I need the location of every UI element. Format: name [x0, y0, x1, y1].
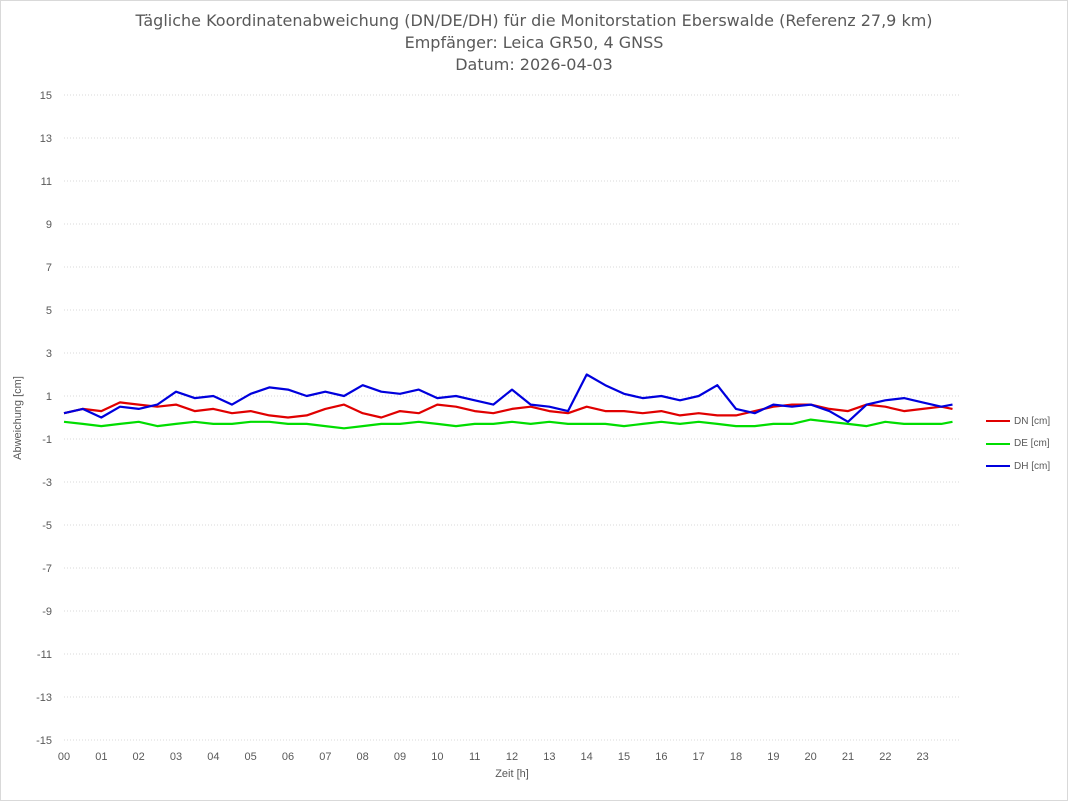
series-line-de: [63, 418, 953, 430]
y-tick-label: 9: [46, 219, 52, 231]
series-line-dh: [63, 373, 953, 423]
x-tick-label: 22: [879, 751, 891, 763]
legend-item: DH [cm]: [986, 455, 1050, 478]
x-tick-label: 07: [319, 751, 331, 763]
x-tick-label: 19: [767, 751, 779, 763]
legend-swatch: [986, 420, 1010, 423]
y-axis-label: Abweichung [cm]: [12, 376, 24, 460]
x-tick-label: 04: [207, 751, 219, 763]
x-tick-label: 06: [282, 751, 294, 763]
legend-swatch: [986, 465, 1010, 468]
x-tick-label: 03: [170, 751, 182, 763]
y-tick-label: -13: [36, 692, 52, 704]
x-tick-label: 14: [581, 751, 593, 763]
y-tick-label: -15: [36, 735, 52, 747]
y-tick-label: 5: [46, 305, 52, 317]
y-tick-label: -11: [37, 649, 52, 661]
title-line-1: Tägliche Koordinatenabweichung (DN/DE/DH…: [135, 11, 933, 30]
y-tick-label: -1: [42, 434, 52, 446]
x-tick-label: 09: [394, 751, 406, 763]
y-tick-label: -9: [42, 606, 52, 618]
legend-swatch: [986, 442, 1010, 445]
legend-label: DE [cm]: [1014, 438, 1050, 450]
legend: DN [cm] DE [cm] DH [cm]: [986, 410, 1050, 478]
y-tick-label: 15: [40, 90, 52, 102]
x-tick-label: 13: [543, 751, 555, 763]
x-tick-label: 02: [133, 751, 145, 763]
legend-label: DN [cm]: [1014, 415, 1051, 427]
x-tick-label: 12: [506, 751, 518, 763]
legend-item: DN [cm]: [986, 410, 1050, 433]
y-tick-label: -5: [42, 520, 52, 532]
y-tick-label: 1: [46, 391, 52, 403]
series-line-dn: [63, 401, 953, 419]
y-tick-label: 3: [46, 348, 52, 360]
x-tick-label: 08: [357, 751, 369, 763]
y-tick-label: 13: [40, 133, 52, 145]
chart-title: Tägliche Koordinatenabweichung (DN/DE/DH…: [0, 10, 1068, 76]
x-tick-label: 16: [655, 751, 667, 763]
x-tick-label: 10: [431, 751, 443, 763]
x-tick-label: 20: [805, 751, 817, 763]
x-tick-label: 00: [58, 751, 70, 763]
y-tick-label: -3: [42, 477, 52, 489]
y-tick-label: -7: [42, 563, 52, 575]
x-tick-label: 15: [618, 751, 630, 763]
y-tick-label: 7: [46, 262, 52, 274]
x-tick-label: 01: [95, 751, 107, 763]
legend-label: DH [cm]: [1014, 460, 1051, 472]
title-line-2: Empfänger: Leica GR50, 4 GNSS: [404, 33, 664, 52]
legend-item: DE [cm]: [986, 433, 1050, 456]
x-tick-label: 23: [917, 751, 929, 763]
y-tick-label: 11: [41, 176, 52, 188]
x-tick-label: 11: [469, 751, 480, 763]
x-axis-label: Zeit [h]: [495, 768, 529, 780]
title-line-3: Datum: 2026-04-03: [455, 55, 613, 74]
x-tick-label: 21: [842, 751, 854, 763]
x-tick-label: 05: [245, 751, 257, 763]
x-tick-label: 18: [730, 751, 742, 763]
x-tick-label: 17: [693, 751, 705, 763]
